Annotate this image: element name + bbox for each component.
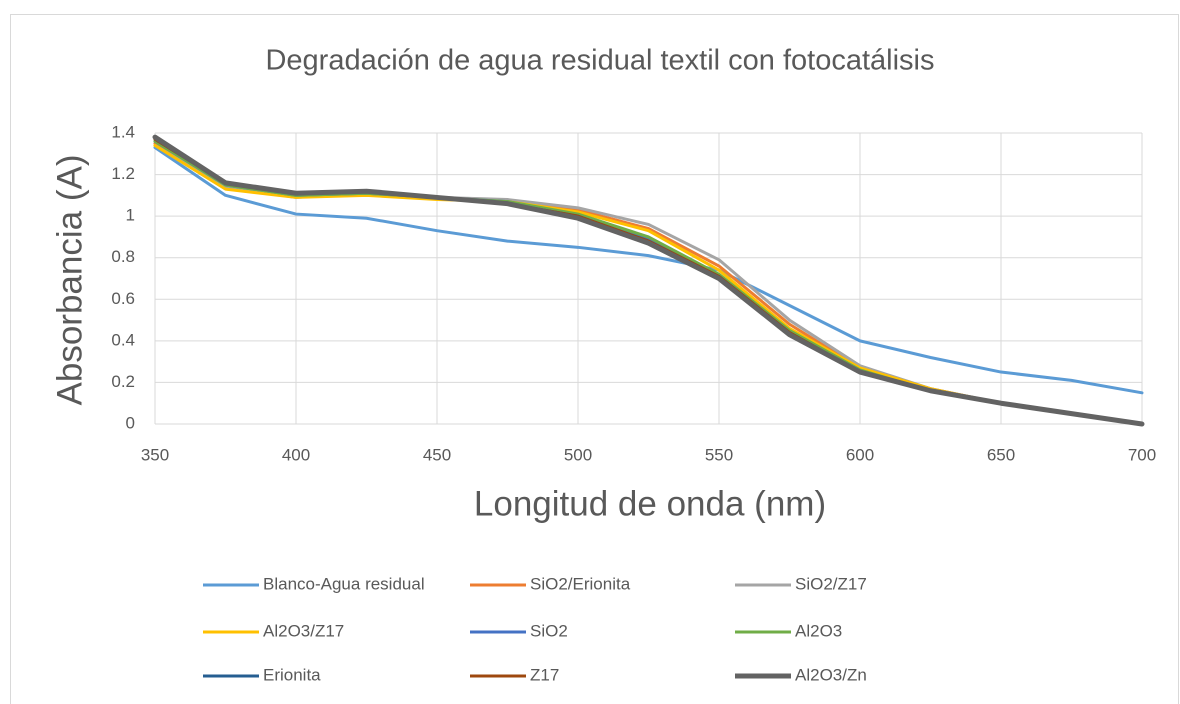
y-tick-label: 1 bbox=[126, 206, 135, 225]
legend-label: Al2O3/Zn bbox=[795, 665, 867, 684]
x-tick-label: 700 bbox=[1128, 445, 1156, 464]
x-tick-label: 450 bbox=[423, 445, 451, 464]
y-tick-label: 0.4 bbox=[111, 330, 135, 349]
legend-label: Al2O3 bbox=[795, 621, 842, 640]
y-tick-label: 0.6 bbox=[111, 289, 135, 308]
chart-frame bbox=[10, 14, 1179, 704]
y-tick-label: 0.2 bbox=[111, 372, 135, 391]
x-tick-label: 550 bbox=[705, 445, 733, 464]
series-line bbox=[152, 134, 1145, 427]
x-tick-label: 650 bbox=[987, 445, 1015, 464]
y-tick-label: 1.2 bbox=[111, 164, 135, 183]
legend-label: SiO2 bbox=[530, 621, 568, 640]
legend-label: Blanco-Agua residual bbox=[263, 574, 425, 593]
legend-label: SiO2/Z17 bbox=[795, 574, 867, 593]
y-tick-label: 1.4 bbox=[111, 122, 135, 141]
legend-label: Z17 bbox=[530, 665, 559, 684]
x-tick-label: 400 bbox=[282, 445, 310, 464]
x-tick-label: 600 bbox=[846, 445, 874, 464]
series-line bbox=[153, 146, 1144, 395]
x-axis-title: Longitud de onda (nm) bbox=[474, 484, 826, 523]
legend-label: SiO2/Erionita bbox=[530, 574, 631, 593]
legend-label: Al2O3/Z17 bbox=[263, 621, 344, 640]
y-axis-title: Absorbancia (A) bbox=[50, 155, 89, 406]
chart-title: Degradación de agua residual textil con … bbox=[265, 45, 934, 77]
x-tick-label: 350 bbox=[141, 445, 169, 464]
y-tick-label: 0 bbox=[126, 413, 135, 432]
y-tick-label: 0.8 bbox=[111, 247, 135, 266]
x-tick-label: 500 bbox=[564, 445, 592, 464]
legend-label: Erionita bbox=[263, 665, 321, 684]
